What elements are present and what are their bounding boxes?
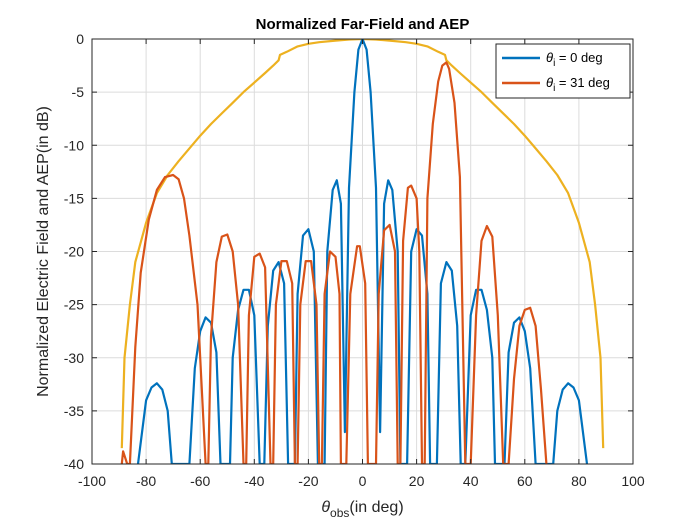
x-axis-label-subscript: obs: [330, 506, 349, 520]
series-layer: [120, 39, 605, 464]
y-tick-label: -40: [64, 456, 84, 472]
y-tick-label: -30: [64, 350, 84, 366]
x-tick-label: 60: [517, 473, 533, 489]
axis-ticks: -100 -80 -60 -40 -20 0 20 40 60 80 100 0 -5 -10 -15 -20…: [64, 31, 645, 489]
y-tick-label: 0: [76, 31, 84, 47]
legend: θi = 0 deg θi = 31 deg: [495, 43, 631, 99]
y-tick-label: -25: [64, 297, 84, 313]
x-tick-label: -80: [136, 473, 156, 489]
x-axis-label-unit: (in deg): [349, 499, 403, 516]
y-axis-label: Normalized Electric Field and AEP(in dB): [35, 106, 52, 397]
legend-box: [495, 43, 631, 99]
legend-entry-theta-0: θi = 0 deg: [546, 50, 603, 69]
x-tick-label: 0: [359, 473, 367, 489]
y-tick-label: -20: [64, 244, 84, 260]
series-line-2: [120, 39, 605, 449]
chart-title: Normalized Far-Field and AEP: [256, 16, 470, 33]
y-tick-label: -5: [72, 84, 85, 100]
x-tick-label: 20: [409, 473, 425, 489]
x-tick-label: -100: [78, 473, 106, 489]
x-tick-label: -40: [244, 473, 264, 489]
legend-entry-theta-31: θi = 31 deg: [546, 75, 610, 94]
legend-subscript: i: [553, 83, 555, 94]
x-axis-label: θobs(in deg): [321, 499, 403, 520]
legend-text: = 0 deg: [555, 50, 602, 65]
x-tick-label: -20: [298, 473, 318, 489]
x-tick-label: 80: [571, 473, 587, 489]
y-tick-label: -15: [64, 190, 84, 206]
y-tick-label: -35: [64, 403, 84, 419]
legend-subscript: i: [553, 58, 555, 69]
legend-symbol: θ: [546, 75, 553, 90]
legend-text: = 31 deg: [555, 75, 610, 90]
x-tick-label: 40: [463, 473, 479, 489]
series-line-1: [120, 61, 548, 464]
x-tick-label: 100: [621, 473, 645, 489]
x-tick-label: -60: [190, 473, 210, 489]
y-tick-label: -10: [64, 137, 84, 153]
x-axis-label-symbol: θ: [321, 499, 330, 516]
legend-symbol: θ: [546, 50, 553, 65]
